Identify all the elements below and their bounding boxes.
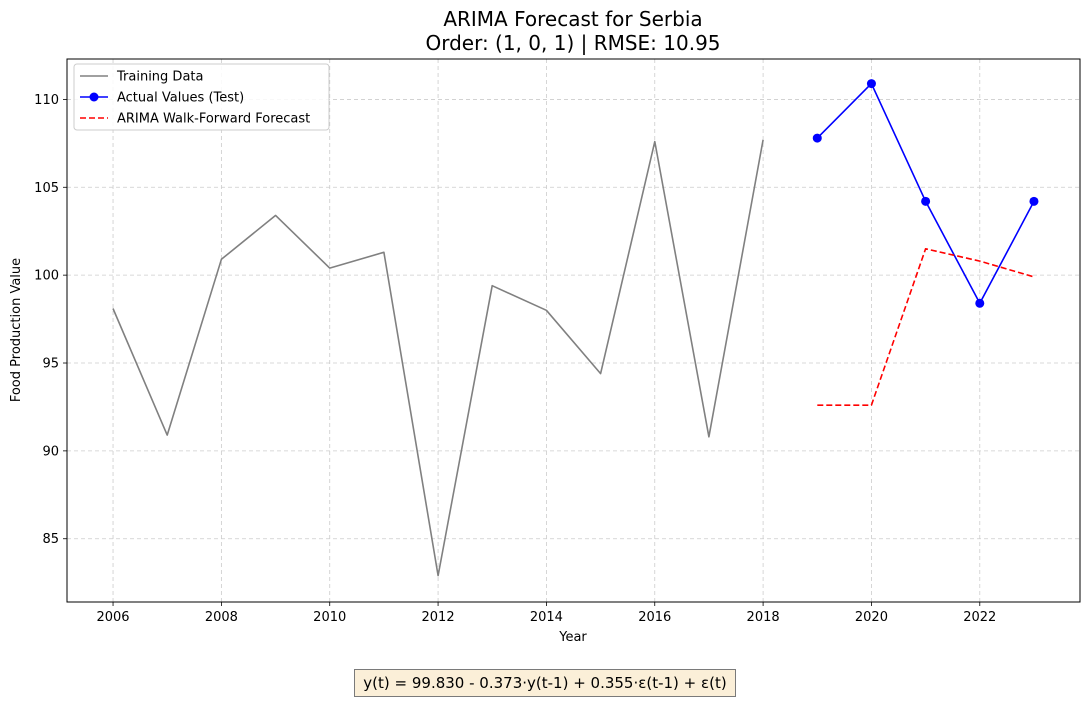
data-point [866, 79, 876, 89]
x-tick-label: 2012 [422, 610, 455, 625]
series-line-1 [816, 82, 1035, 305]
series-line-2 [817, 248, 1035, 407]
data-point [812, 133, 822, 143]
model-equation-box: y(t) = 99.830 - 0.373·y(t-1) + 0.355·ε(t… [354, 669, 736, 697]
x-tick-label: 2010 [313, 610, 346, 625]
y-tick-label: 85 [42, 532, 59, 547]
grid [67, 59, 1080, 602]
series-line-0 [112, 139, 764, 577]
data-point [975, 298, 985, 308]
legend-marker-actual [89, 92, 99, 102]
series-layer [112, 79, 1039, 577]
x-tick-label: 2020 [855, 610, 888, 625]
x-tick-label: 2016 [638, 610, 671, 625]
legend-frame [73, 63, 330, 131]
x-tick-label: 2008 [205, 610, 238, 625]
legend-label-actual: Actual Values (Test) [117, 91, 244, 106]
data-point [1029, 196, 1039, 206]
legend-label-training: Training Data [116, 70, 203, 85]
chart-title: ARIMA Forecast for Serbia [443, 7, 702, 31]
plot-frame [66, 58, 1081, 603]
x-tick-label: 2014 [530, 610, 563, 625]
y-tick-label: 100 [34, 269, 59, 284]
legend-label-forecast: ARIMA Walk-Forward Forecast [117, 112, 310, 127]
legend: Training Data Actual Values (Test) ARIMA… [73, 63, 330, 131]
data-point [921, 196, 931, 206]
model-equation: y(t) = 99.830 - 0.373·y(t-1) + 0.355·ε(t… [363, 674, 727, 692]
y-axis-label: Food Production Value [9, 258, 24, 402]
y-tick-label: 105 [34, 181, 59, 196]
y-tick-label: 90 [42, 444, 59, 459]
chart-subtitle: Order: (1, 0, 1) | RMSE: 10.95 [425, 31, 720, 55]
y-tick-label: 110 [34, 93, 59, 108]
x-axis-label: Year [558, 630, 587, 645]
tick-layer: 2006 2008 2010 2012 2014 2016 2018 2020 2022 85 90… [34, 93, 996, 625]
y-tick-label: 95 [42, 357, 59, 372]
x-tick-label: 2022 [963, 610, 996, 625]
x-tick-label: 2018 [747, 610, 780, 625]
x-tick-label: 2006 [96, 610, 129, 625]
